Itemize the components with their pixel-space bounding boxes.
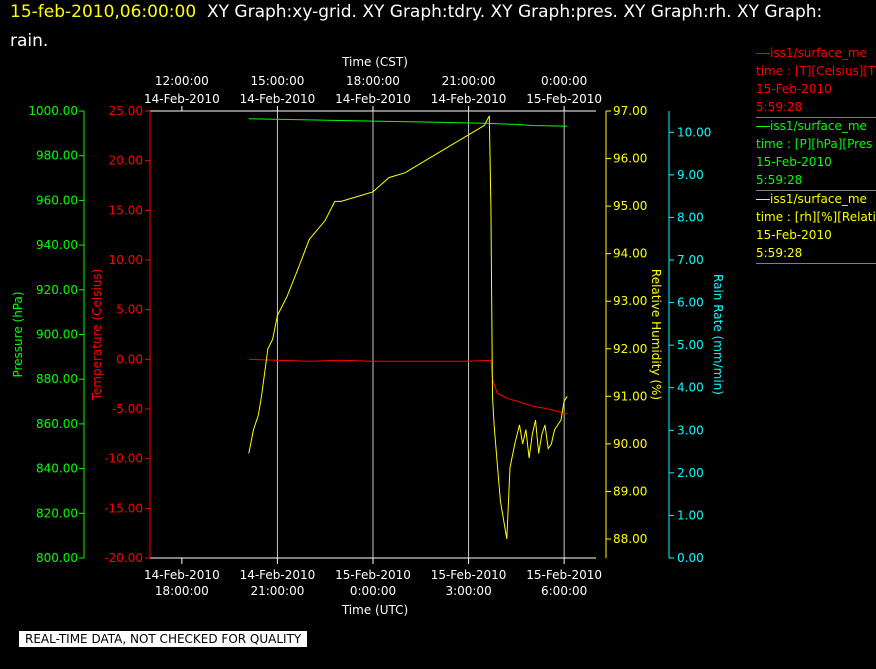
humidity-axis-title: Relative Humidity (%): [649, 269, 663, 400]
pressure-tick-label: 920.00: [36, 283, 78, 297]
humidity-tick-label: 93.00: [613, 294, 647, 308]
temperature-tick-label: 0.00: [116, 352, 143, 366]
legend-entry-text: 15-Feb-2010: [756, 155, 832, 169]
title-timestamp: 15-feb-2010,06:00:00: [10, 2, 197, 22]
top-tick-label-time: 12:00:00: [155, 74, 209, 88]
legend-line-swatch: [756, 53, 770, 54]
legend-entry-text: iss1/surface_me: [756, 190, 876, 208]
legend-entry-text: 15-Feb-2010: [756, 228, 832, 242]
x-tick-label-date: 14-Feb-2010: [240, 568, 316, 582]
x-tick-label-time: 0:00:00: [350, 584, 396, 598]
humidity-tick-label: 95.00: [613, 199, 647, 213]
quality-disclaimer: REAL-TIME DATA, NOT CHECKED FOR QUALITY: [19, 631, 308, 647]
top-tick-label-time: 15:00:00: [250, 74, 304, 88]
legend-line-swatch: [756, 126, 770, 127]
rain-tick-label: 5.00: [677, 338, 704, 352]
pressure-tick-label: 860.00: [36, 417, 78, 431]
rain-axis-title: Rain Rate (mm/min): [711, 274, 725, 395]
rain-tick-label: 3.00: [677, 423, 704, 437]
temperature-tick-label: -20.00: [104, 551, 143, 565]
pressure-tick-label: 800.00: [36, 551, 78, 565]
pressure-tick-label: 1000.00: [28, 104, 78, 118]
pressure-tick-label: 820.00: [36, 506, 78, 520]
pressure-tick-label: 840.00: [36, 462, 78, 476]
rain-tick-label: 0.00: [677, 551, 704, 565]
legend-entry-text: time : [rh][%][Relati: [756, 210, 876, 224]
humidity-tick-label: 90.00: [613, 437, 647, 451]
legend-entry-text: 5:59:28: [756, 244, 876, 264]
rain-tick-label: 6.00: [677, 296, 704, 310]
rain-tick-label: 1.00: [677, 508, 704, 522]
temperature-tick-label: 20.00: [109, 154, 143, 168]
x-tick-label-date: 15-Feb-2010: [335, 568, 411, 582]
top-tick-label-date: 15-Feb-2010: [526, 92, 602, 106]
pressure-tick-label: 940.00: [36, 238, 78, 252]
graph-title-line-2: rain.: [10, 31, 49, 51]
legend-entry-text: time : [T][Celsius][T: [756, 64, 876, 78]
top-tick-label-date: 14-Feb-2010: [144, 92, 220, 106]
rain-tick-label: 10.00: [677, 125, 711, 139]
rain-tick-label: 9.00: [677, 168, 704, 182]
temperature-tick-label: -15.00: [104, 501, 143, 515]
graph-title-line-1: 15-feb-2010,06:00:00 XY Graph:xy-grid. X…: [10, 2, 822, 22]
x-tick-label-time: 6:00:00: [541, 584, 587, 598]
humidity-tick-label: 91.00: [613, 389, 647, 403]
temperature-tick-label: 25.00: [109, 104, 143, 118]
temperature-series-line: [248, 358, 568, 415]
legend-entry-text: iss1/surface_me: [756, 117, 876, 135]
humidity-tick-label: 92.00: [613, 342, 647, 356]
legend-entry-text: iss1/surface_me: [756, 44, 876, 62]
temperature-tick-label: -10.00: [104, 452, 143, 466]
x-tick-label-date: 15-Feb-2010: [526, 568, 602, 582]
humidity-tick-label: 88.00: [613, 532, 647, 546]
temperature-tick-label: -5.00: [112, 402, 143, 416]
legend-entry-text: 5:59:28: [756, 171, 876, 191]
humidity-tick-label: 89.00: [613, 484, 647, 498]
top-tick-label-time: 0:00:00: [541, 74, 587, 88]
top-tick-label-date: 14-Feb-2010: [335, 92, 411, 106]
top-tick-label-time: 21:00:00: [442, 74, 496, 88]
legend-entry-text: 5:59:28: [756, 98, 876, 118]
pressure-tick-label: 900.00: [36, 328, 78, 342]
x-axis-label-utc: Time (UTC): [341, 603, 408, 617]
legend-entry-text: 15-Feb-2010: [756, 82, 832, 96]
rain-tick-label: 2.00: [677, 466, 704, 480]
humidity-tick-label: 97.00: [613, 104, 647, 118]
x-tick-label-date: 15-Feb-2010: [431, 568, 507, 582]
rain-tick-label: 4.00: [677, 381, 704, 395]
temperature-axis-title: Temperature (Celsius): [90, 269, 104, 402]
temperature-tick-label: 15.00: [109, 203, 143, 217]
pressure-tick-label: 880.00: [36, 372, 78, 386]
pressure-axis-title: Pressure (hPa): [11, 291, 25, 377]
humidity-tick-label: 96.00: [613, 152, 647, 166]
humidity-tick-label: 94.00: [613, 247, 647, 261]
pressure-tick-label: 980.00: [36, 149, 78, 163]
legend-entry-text: time : [P][hPa][Pres: [756, 137, 873, 151]
x-tick-label-date: 14-Feb-2010: [144, 568, 220, 582]
top-tick-label-date: 14-Feb-2010: [240, 92, 316, 106]
top-tick-label-date: 14-Feb-2010: [431, 92, 507, 106]
legend-line-swatch: [756, 199, 770, 200]
pressure-tick-label: 960.00: [36, 193, 78, 207]
temperature-tick-label: 10.00: [109, 253, 143, 267]
top-tick-label-time: 18:00:00: [346, 74, 400, 88]
x-tick-label-time: 3:00:00: [445, 584, 491, 598]
temperature-tick-label: 5.00: [116, 303, 143, 317]
x-axis-label-cst: Time (CST): [341, 55, 408, 69]
title-graph-list: XY Graph:xy-grid. XY Graph:tdry. XY Grap…: [206, 2, 823, 22]
rain-tick-label: 7.00: [677, 253, 704, 267]
pressure-series-line: [248, 118, 568, 127]
humidity-series-line: [248, 115, 568, 540]
rain-tick-label: 8.00: [677, 210, 704, 224]
x-tick-label-time: 18:00:00: [155, 584, 209, 598]
x-tick-label-time: 21:00:00: [250, 584, 304, 598]
